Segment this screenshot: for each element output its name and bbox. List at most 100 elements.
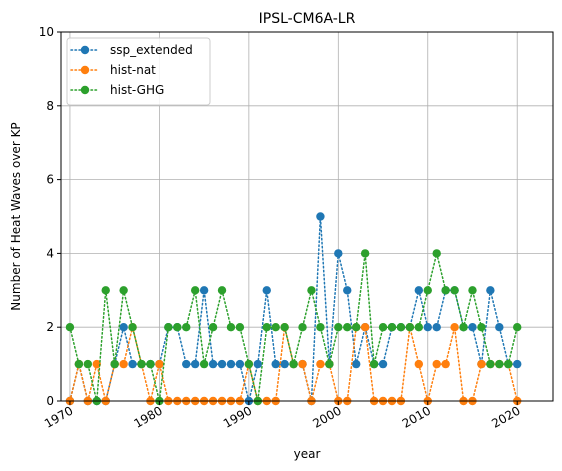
y-tick-label: 10	[39, 25, 54, 39]
x-tick-label: 2000	[310, 403, 343, 430]
data-point	[92, 359, 101, 369]
data-point	[432, 359, 441, 369]
data-point	[513, 323, 522, 332]
data-point	[352, 323, 361, 332]
y-tick-label: 2	[46, 320, 54, 334]
data-point	[387, 323, 397, 332]
data-point	[128, 323, 137, 332]
data-point	[128, 359, 137, 369]
data-point	[190, 359, 200, 369]
data-point	[432, 249, 441, 258]
data-point	[369, 359, 379, 369]
data-point	[378, 323, 388, 332]
data-point	[423, 323, 432, 332]
data-point	[450, 286, 459, 295]
data-point	[137, 359, 146, 369]
data-point	[244, 359, 254, 369]
data-point	[513, 359, 522, 369]
legend-label: ssp_extended	[110, 43, 193, 57]
series-ssp_extended	[65, 212, 522, 406]
data-point	[343, 286, 352, 295]
data-point	[441, 286, 450, 295]
data-point	[101, 286, 110, 295]
legend-marker	[80, 65, 90, 75]
data-point	[450, 323, 459, 332]
x-tick-label: 2010	[400, 403, 433, 430]
data-point	[360, 323, 370, 332]
data-point	[414, 323, 424, 332]
data-point	[262, 323, 271, 332]
data-point	[316, 323, 325, 332]
data-point	[307, 286, 316, 295]
data-point	[405, 323, 415, 332]
data-point	[280, 359, 289, 369]
data-point	[280, 323, 289, 332]
data-point	[190, 286, 200, 295]
data-point	[298, 323, 307, 332]
data-point	[119, 359, 128, 369]
data-point	[495, 323, 504, 332]
data-point	[477, 323, 486, 332]
data-point	[173, 323, 182, 332]
data-point	[468, 323, 477, 332]
data-point	[477, 359, 486, 369]
data-point	[199, 359, 209, 369]
data-point	[164, 323, 173, 332]
data-point	[65, 323, 75, 332]
data-point	[155, 359, 164, 369]
data-point	[226, 359, 236, 369]
data-point	[208, 359, 218, 369]
legend-box	[66, 37, 211, 106]
data-point	[298, 359, 307, 369]
legend: ssp_extended hist-nat hist-GHG	[66, 37, 211, 106]
legend-label: hist-GHG	[110, 83, 164, 97]
data-point	[486, 359, 495, 369]
data-point	[414, 286, 424, 295]
data-point	[352, 359, 361, 369]
y-tick-label: 0	[46, 394, 54, 408]
data-point	[253, 359, 262, 369]
x-tick-label: 2020	[489, 403, 522, 430]
series-group	[65, 212, 522, 406]
data-point	[378, 359, 388, 369]
data-point	[119, 323, 128, 332]
data-point	[208, 323, 218, 332]
data-point	[271, 359, 280, 369]
data-point	[74, 359, 84, 369]
data-point	[504, 359, 513, 369]
data-point	[468, 286, 477, 295]
data-point	[235, 359, 245, 369]
legend-label: hist-nat	[110, 63, 156, 77]
data-point	[110, 359, 119, 369]
data-point	[414, 359, 424, 369]
y-tick-label: 8	[46, 99, 54, 113]
y-tick-label: 6	[46, 173, 54, 187]
data-point	[217, 359, 227, 369]
data-point	[83, 359, 93, 369]
data-point	[423, 286, 432, 295]
data-point	[325, 359, 334, 369]
data-point	[432, 323, 441, 332]
data-point	[343, 323, 352, 332]
data-point	[316, 359, 325, 369]
data-point	[271, 323, 280, 332]
legend-marker	[80, 85, 90, 95]
data-point	[182, 323, 191, 332]
data-point	[441, 359, 450, 369]
data-point	[235, 323, 245, 332]
data-point	[334, 249, 343, 258]
y-axis-title: Number of Heat Waves over KP	[9, 122, 23, 310]
data-point	[217, 286, 227, 295]
data-point	[199, 286, 209, 295]
x-tick-label: 1990	[221, 403, 254, 430]
series-hist-GHG	[65, 249, 522, 406]
series-line	[69, 216, 518, 402]
x-axis-ticks: 1970 1980 1990 2000 2010 2020	[42, 401, 523, 431]
y-tick-label: 4	[46, 246, 54, 260]
x-tick-label: 1980	[131, 403, 164, 430]
data-point	[459, 323, 468, 332]
legend-marker	[80, 45, 90, 55]
data-point	[182, 359, 191, 369]
x-axis-title: year	[294, 447, 321, 461]
chart-title: IPSL-CM6A-LR	[259, 11, 356, 27]
